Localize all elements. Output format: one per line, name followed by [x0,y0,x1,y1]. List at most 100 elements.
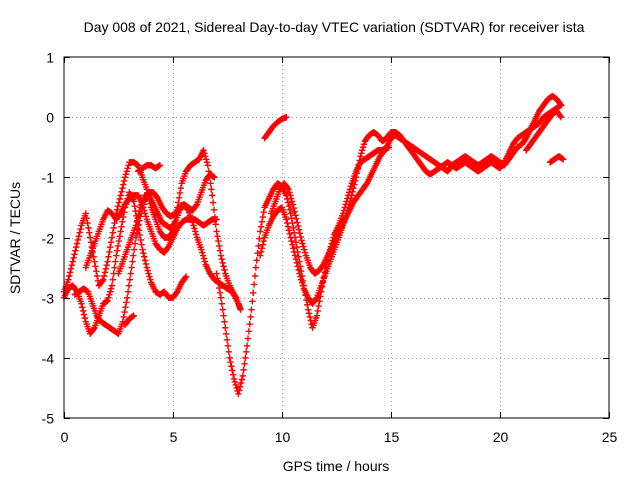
data-point-marker [115,199,123,206]
data-point-marker [207,180,214,187]
data-point-marker [295,226,303,233]
data-point-marker [291,252,299,259]
data-point-marker [233,294,240,301]
series-track-6 [121,312,137,328]
data-point-marker [115,237,123,245]
data-point-marker [292,255,300,263]
data-point-marker [105,253,112,260]
data-point-marker [130,312,137,319]
data-point-marker [286,189,293,196]
data-point-marker [90,253,97,260]
data-point-marker [237,306,244,313]
data-point-marker [287,210,294,217]
data-point-marker [349,188,356,195]
data-point-marker [107,239,115,246]
data-point-marker [117,192,124,199]
data-point-marker [235,390,242,398]
data-point-marker [120,177,128,185]
data-point-marker [139,246,146,253]
data-point-marker [358,150,365,157]
data-point-marker [213,216,220,223]
data-point-marker [131,240,139,247]
data-point-marker [218,300,226,307]
data-point-marker [202,156,210,163]
data-point-marker [218,255,226,263]
data-point-marker [92,263,99,270]
data-point-marker [250,289,257,297]
data-point-marker [224,342,232,349]
data-point-marker [352,174,360,181]
data-point-marker [79,307,87,315]
data-point-marker [118,188,125,195]
data-point-marker [137,213,144,220]
y-tick-label: 1 [46,50,54,66]
data-point-marker [90,325,97,333]
y-tick-label: -5 [42,411,55,427]
data-point-marker [139,204,147,211]
y-tick-label: -2 [42,231,55,247]
series-track-3 [82,192,220,271]
data-point-marker [229,367,236,374]
data-point-marker [356,157,363,164]
data-point-marker [100,276,107,283]
data-point-marker [175,199,182,206]
series-track-1 [60,147,244,313]
data-point-marker [102,265,110,272]
data-point-marker [296,230,304,237]
data-point-marker [140,201,147,208]
data-point-marker [129,258,136,265]
data-point-marker [259,213,267,221]
data-point-marker [258,245,266,252]
data-point-marker [260,237,267,245]
data-point-marker [230,375,238,383]
data-point-marker [215,237,222,245]
y-tick-label: 0 [46,110,54,126]
data-point-marker [74,236,82,244]
data-point-marker [360,141,368,148]
data-point-marker [78,300,85,307]
x-tick-label: 10 [275,429,291,445]
data-point-marker [353,169,361,177]
data-point-marker [312,295,320,303]
data-point-marker [352,177,359,185]
data-point-marker [241,360,248,368]
data-point-marker [72,247,79,254]
data-point-marker [124,288,132,295]
data-point-marker [108,234,116,241]
data-point-marker [299,282,307,289]
data-point-marker [121,174,129,181]
data-point-marker [75,233,83,240]
data-point-marker [231,378,239,386]
data-point-marker [250,281,258,288]
data-point-marker [260,209,267,216]
data-point-marker [298,237,305,244]
data-point-marker [91,258,98,265]
data-point-marker [120,181,127,188]
data-point-marker [121,308,128,316]
y-tick-label: -3 [42,291,55,307]
data-point-marker [103,261,110,269]
data-point-marker [123,299,130,306]
data-point-marker [255,242,262,250]
data-point-marker [226,354,233,362]
data-point-marker [80,311,88,318]
data-point-marker [294,219,301,226]
data-point-marker [67,265,75,272]
data-point-marker [182,274,189,282]
data-point-marker [122,304,129,311]
data-point-marker [146,273,153,280]
data-point-marker [208,186,215,193]
data-point-marker [130,252,137,259]
data-point-marker [297,276,305,283]
data-point-marker [141,253,148,260]
data-point-marker [114,242,122,250]
data-point-marker [258,218,266,226]
data-point-marker [295,266,302,274]
data-point-marker [216,247,224,254]
data-point-marker [211,174,218,181]
data-point-marker [99,277,106,285]
data-point-marker [348,192,355,199]
data-point-marker [120,313,127,321]
data-point-marker [143,264,151,271]
data-point-marker [256,235,263,242]
